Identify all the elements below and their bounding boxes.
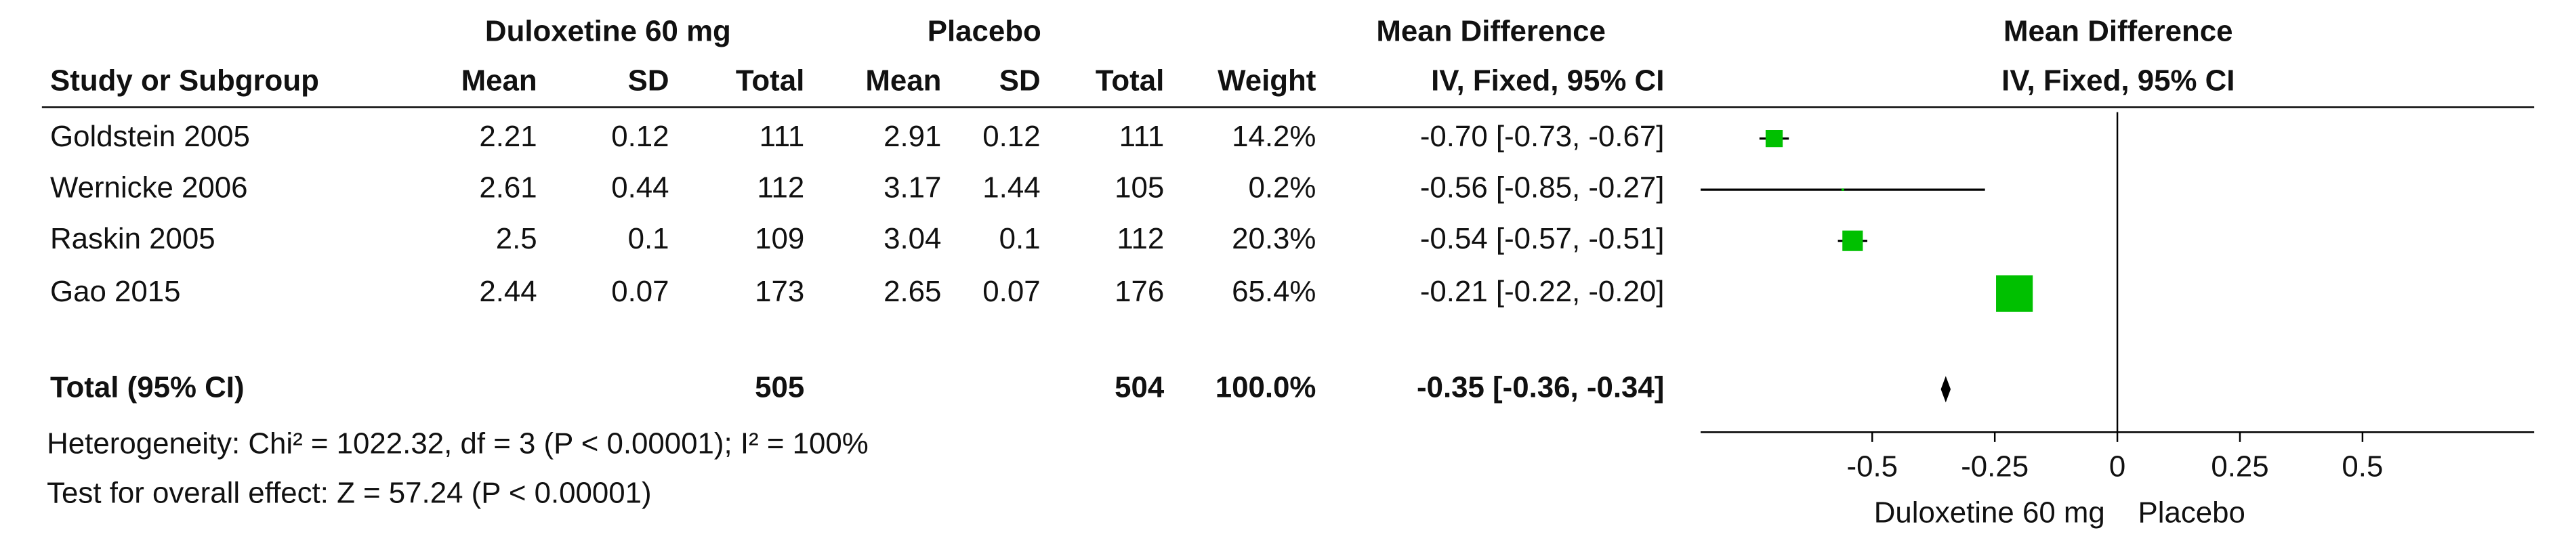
column-header: IV, Fixed, 95% CI bbox=[1431, 64, 1664, 97]
table-cell: -0.56 [-0.85, -0.27] bbox=[1420, 171, 1665, 204]
effect-square bbox=[1842, 230, 1863, 251]
table-cell: 2.65 bbox=[884, 275, 941, 308]
column-header: Total bbox=[736, 64, 804, 97]
column-header: Weight bbox=[1218, 64, 1316, 97]
column-header: Total bbox=[1096, 64, 1164, 97]
table-cell: 1.44 bbox=[982, 171, 1040, 204]
table-cell: -0.70 [-0.73, -0.67] bbox=[1420, 120, 1665, 153]
table-cell: 0.44 bbox=[611, 171, 669, 204]
column-header: SD bbox=[999, 64, 1041, 97]
table-cell: 0.1 bbox=[999, 222, 1041, 255]
table-cell: 0.1 bbox=[628, 222, 669, 255]
table-cell: 2.61 bbox=[479, 171, 537, 204]
table-cell: 2.44 bbox=[479, 275, 537, 308]
table-cell: 111 bbox=[1119, 120, 1165, 153]
effect-square bbox=[1765, 130, 1783, 148]
table-cell: -0.54 [-0.57, -0.51] bbox=[1420, 222, 1665, 255]
total-diamond bbox=[1940, 376, 1951, 403]
table-cell: 0.12 bbox=[982, 120, 1040, 153]
table-cell: 0.12 bbox=[611, 120, 669, 153]
plot-subtitle: IV, Fixed, 95% CI bbox=[2001, 64, 2235, 97]
table-cell: 111 bbox=[760, 120, 805, 153]
table-cell: Gao 2015 bbox=[50, 275, 181, 308]
table-cell: 109 bbox=[755, 222, 804, 255]
table-cell: 20.3% bbox=[1232, 222, 1316, 255]
table-cell: 2.91 bbox=[884, 120, 941, 153]
table-cell: 2.5 bbox=[496, 222, 537, 255]
table-cell: 3.04 bbox=[884, 222, 941, 255]
table-cell: Goldstein 2005 bbox=[50, 120, 250, 153]
effect-square bbox=[1842, 188, 1844, 191]
x-tick-label: 0.25 bbox=[2211, 450, 2268, 483]
total-cell: -0.35 [-0.36, -0.34] bbox=[1417, 370, 1664, 404]
table-cell: 112 bbox=[1117, 222, 1164, 255]
total-cell: 100.0% bbox=[1216, 370, 1316, 404]
heterogeneity: Heterogeneity: Chi² = 1022.32, df = 3 (P… bbox=[47, 427, 869, 460]
table-cell: Wernicke 2006 bbox=[50, 171, 248, 204]
x-tick-label: 0.5 bbox=[2342, 450, 2383, 483]
column-header: Mean bbox=[865, 64, 941, 97]
table-cell: 2.21 bbox=[479, 120, 537, 153]
total-cell: 505 bbox=[755, 370, 804, 404]
x-tick-label: 0 bbox=[2109, 450, 2125, 483]
effect-square bbox=[1996, 275, 2033, 312]
group-header: Mean Difference bbox=[1376, 14, 1606, 47]
table-cell: 14.2% bbox=[1232, 120, 1316, 153]
x-tick-label: -0.25 bbox=[1961, 450, 2029, 483]
total-cell: Total (95% CI) bbox=[50, 370, 245, 404]
group-header: Duloxetine 60 mg bbox=[485, 14, 731, 47]
x-tick-label: -0.5 bbox=[1846, 450, 1898, 483]
table-cell: 173 bbox=[755, 275, 804, 308]
table-cell: 0.2% bbox=[1249, 171, 1316, 204]
table-cell: 3.17 bbox=[884, 171, 941, 204]
table-cell: 0.07 bbox=[982, 275, 1040, 308]
column-header: SD bbox=[628, 64, 669, 97]
table-cell: 65.4% bbox=[1232, 275, 1316, 308]
overall-effect: Test for overall effect: Z = 57.24 (P < … bbox=[47, 476, 652, 509]
table-cell: 0.07 bbox=[611, 275, 669, 308]
table-cell: 105 bbox=[1115, 171, 1164, 204]
group-header: Placebo bbox=[928, 14, 1041, 47]
favours-left: Duloxetine 60 mg bbox=[1874, 496, 2105, 529]
total-cell: 504 bbox=[1115, 370, 1165, 404]
column-header: Mean bbox=[461, 64, 537, 97]
table-cell: Raskin 2005 bbox=[50, 222, 215, 255]
table-cell: 112 bbox=[757, 171, 804, 204]
table-cell: 176 bbox=[1115, 275, 1164, 308]
table-cell: -0.21 [-0.22, -0.20] bbox=[1420, 275, 1665, 308]
favours-right: Placebo bbox=[2138, 496, 2245, 529]
column-header: Study or Subgroup bbox=[50, 64, 319, 97]
plot-title: Mean Difference bbox=[2003, 14, 2233, 47]
